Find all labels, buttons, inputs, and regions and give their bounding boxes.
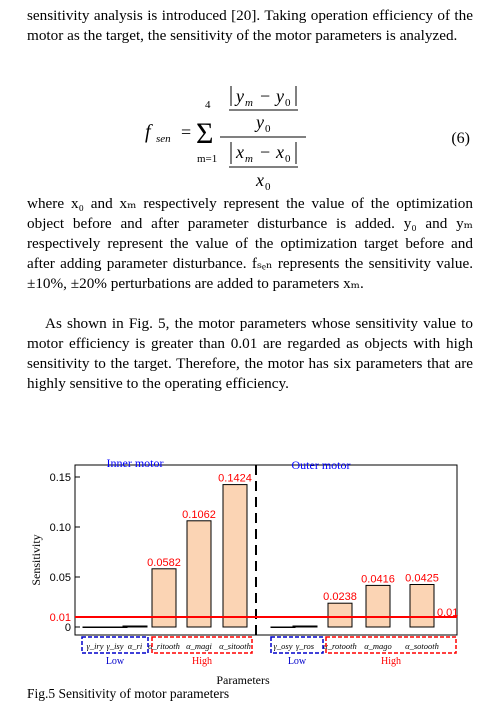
y-tick-label: 0 bbox=[65, 622, 71, 634]
bar-value-label: 0.1062 bbox=[182, 509, 216, 521]
threshold-label: 0.01 bbox=[437, 607, 458, 619]
category-label: γ_ros bbox=[296, 641, 315, 651]
equation-number: (6) bbox=[451, 130, 470, 147]
high-group-box-outer bbox=[325, 636, 457, 654]
low-group-box-inner bbox=[81, 636, 149, 654]
equation-6: f sen = Σ 4 m=1 y m − y 0 y 0 x m − x 0 … bbox=[145, 86, 306, 193]
svg-text:x: x bbox=[255, 170, 264, 190]
category-label: α_sotooth bbox=[405, 641, 439, 651]
category-label: α_magi bbox=[186, 641, 212, 651]
plot-frame bbox=[74, 464, 458, 636]
bar-2 bbox=[122, 625, 148, 628]
eq-lhs-sub: sen bbox=[156, 133, 171, 145]
high-label-outer: High bbox=[381, 656, 401, 667]
bar-value-label: 0.0416 bbox=[361, 573, 395, 585]
eq-sum-lower: m=1 bbox=[197, 153, 217, 165]
eq-sigma: Σ bbox=[196, 117, 213, 150]
category-label: γ_iry bbox=[86, 641, 103, 651]
svg-text:y: y bbox=[274, 86, 284, 106]
svg-text:0: 0 bbox=[265, 181, 271, 193]
category-label: α_rotooth bbox=[323, 641, 356, 651]
bar-9 bbox=[365, 584, 391, 628]
bar-3 bbox=[151, 568, 177, 628]
figure-caption: Fig.5 Sensitivity of motor parameters bbox=[27, 686, 230, 701]
bar-8 bbox=[327, 602, 353, 628]
bar-5 bbox=[222, 484, 248, 628]
sensitivity-bar-chart: Sensitivity Parameters Inner motor Outer… bbox=[29, 456, 458, 687]
category-label: α_mago bbox=[364, 641, 392, 651]
y-axis-label: Sensitivity bbox=[29, 534, 43, 585]
bar-6 bbox=[270, 626, 296, 628]
inner-motor-label: Inner motor bbox=[107, 456, 164, 470]
svg-text:0: 0 bbox=[285, 97, 291, 109]
bar-value-label: 0.0238 bbox=[323, 591, 357, 603]
y-tick-label: 0.05 bbox=[50, 572, 71, 584]
x-axis-label: Parameters bbox=[216, 673, 270, 687]
category-label: α_ri bbox=[128, 641, 143, 651]
y-tick-label: 0.01 bbox=[50, 612, 71, 624]
category-label: α_ritooth bbox=[148, 641, 180, 651]
paragraph-intro: sensitivity analysis is introduced [20].… bbox=[27, 7, 473, 44]
bar-4 bbox=[186, 520, 212, 628]
bar-value-label: 0.1424 bbox=[218, 473, 252, 485]
bar-10 bbox=[409, 584, 435, 628]
svg-text:−: − bbox=[260, 86, 270, 106]
y-tick-label: 0.10 bbox=[50, 522, 71, 534]
svg-text:m: m bbox=[245, 97, 253, 109]
svg-text:0: 0 bbox=[285, 153, 291, 165]
category-label: γ_isy bbox=[106, 641, 123, 651]
paragraph-definitions: where x₀ and xₘ respectively represent t… bbox=[27, 195, 473, 292]
y-tick-label: 0.15 bbox=[50, 472, 71, 484]
svg-text:−: − bbox=[260, 142, 270, 162]
svg-text:x: x bbox=[275, 142, 284, 162]
outer-motor-label: Outer motor bbox=[292, 458, 351, 472]
eq-equals: = bbox=[181, 122, 191, 142]
bar-value-label: 0.0582 bbox=[147, 557, 181, 569]
paragraph-results: As shown in Fig. 5, the motor parameters… bbox=[27, 315, 473, 392]
low-label-outer: Low bbox=[288, 656, 307, 667]
category-label: γ_osy bbox=[274, 641, 293, 651]
svg-text:x: x bbox=[235, 142, 244, 162]
low-group-box-outer bbox=[270, 636, 324, 654]
bar-value-label: 0.0425 bbox=[405, 573, 439, 585]
high-group-box-inner bbox=[151, 636, 253, 654]
eq-ym: y bbox=[234, 86, 244, 106]
svg-text:m: m bbox=[245, 153, 253, 165]
svg-text:y: y bbox=[254, 112, 264, 132]
svg-text:0: 0 bbox=[265, 123, 271, 135]
low-label-inner: Low bbox=[106, 656, 125, 667]
high-label-inner: High bbox=[192, 656, 212, 667]
category-label: α_sitooth bbox=[219, 641, 251, 651]
eq-sum-upper: 4 bbox=[205, 99, 211, 111]
bar-7 bbox=[292, 625, 318, 628]
eq-lhs: f bbox=[145, 121, 153, 143]
